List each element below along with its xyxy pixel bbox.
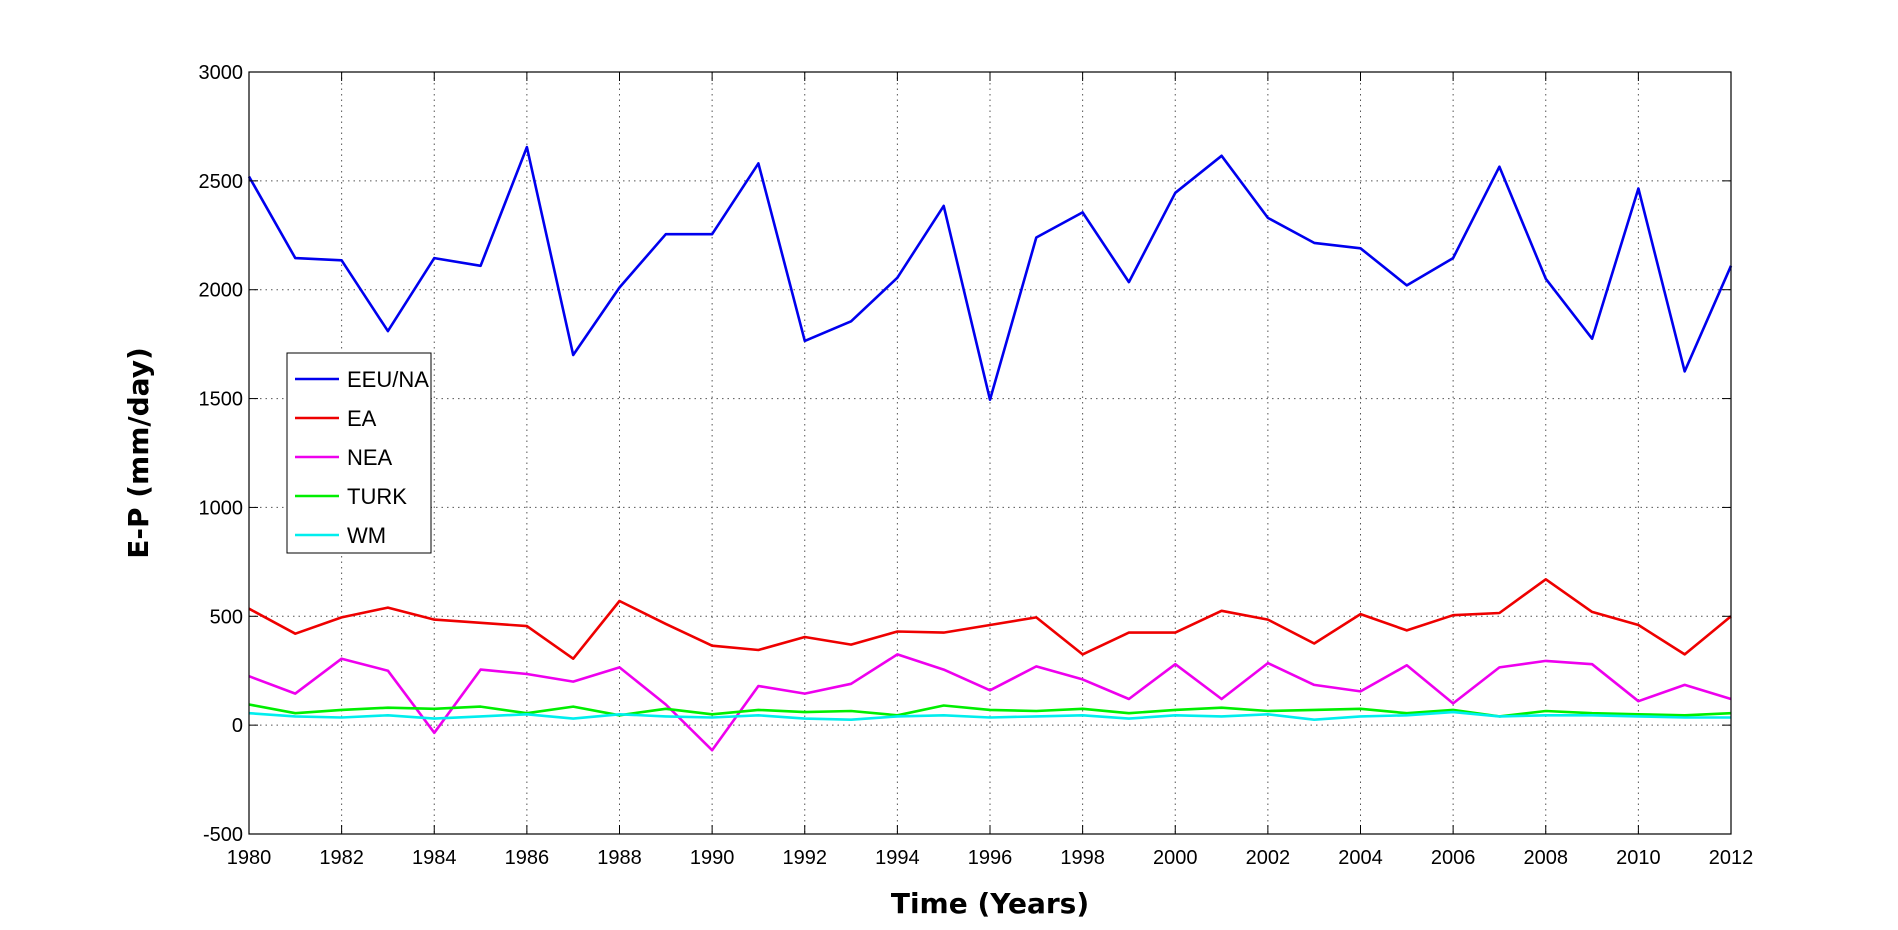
x-tick-label: 1984 (412, 847, 457, 869)
y-tick-label: 1500 (199, 389, 244, 411)
x-tick-label: 2004 (1338, 847, 1383, 869)
x-tick-label: 2002 (1246, 847, 1291, 869)
legend-entry: TURK (347, 484, 407, 509)
x-tick-label: 1990 (690, 847, 735, 869)
legend-box (286, 352, 432, 554)
x-tick-label: 1986 (505, 847, 550, 869)
legend-entry: EEU/NA (347, 367, 429, 392)
x-tick-label: 2008 (1524, 847, 1569, 869)
series-lines (247, 145, 1733, 752)
x-tick-label: 2012 (1709, 847, 1754, 869)
series-line-eeu-na (247, 145, 1733, 402)
x-tick-label: 1992 (783, 847, 828, 869)
x-tick-label: 1980 (227, 847, 272, 869)
y-tick-label: -500 (203, 824, 243, 846)
legend: EEU/NA EA NEA TURK WM (286, 352, 432, 554)
x-tick-label: 1988 (597, 847, 642, 869)
x-tick-label: 2010 (1616, 847, 1661, 869)
legend-entry: EA (347, 406, 377, 431)
x-tick-label: 1998 (1060, 847, 1105, 869)
y-tick-label: 2000 (199, 280, 244, 302)
x-axis-title: Time (Years) (891, 887, 1089, 920)
x-tick-label: 1996 (968, 847, 1013, 869)
grid-lines (249, 72, 1731, 834)
y-tick-label: 500 (210, 606, 243, 628)
y-tick-label: 0 (232, 715, 243, 737)
x-tick-label: 2006 (1431, 847, 1476, 869)
series-line-wm (248, 710, 1731, 722)
y-tick-labels: -500 0 500 1000 1500 2000 2500 3000 (199, 62, 244, 846)
y-tick-label: 3000 (199, 62, 244, 84)
y-tick-label: 1000 (199, 497, 244, 519)
y-axis-title: E-P (mm/day) (122, 347, 155, 559)
legend-entry: NEA (347, 445, 393, 470)
x-tick-label: 1994 (875, 847, 920, 869)
y-tick-label: 2500 (199, 171, 244, 193)
axis-ticks (248, 71, 1732, 835)
x-tick-label: 1982 (319, 847, 364, 869)
x-tick-label: 2000 (1153, 847, 1198, 869)
series-line-ea (248, 577, 1732, 661)
legend-entry: WM (347, 523, 386, 548)
series-line-nea (248, 653, 1732, 752)
x-tick-labels: 1980 1982 1984 1986 1988 1990 1992 1994 1996 1998… (227, 847, 1754, 869)
